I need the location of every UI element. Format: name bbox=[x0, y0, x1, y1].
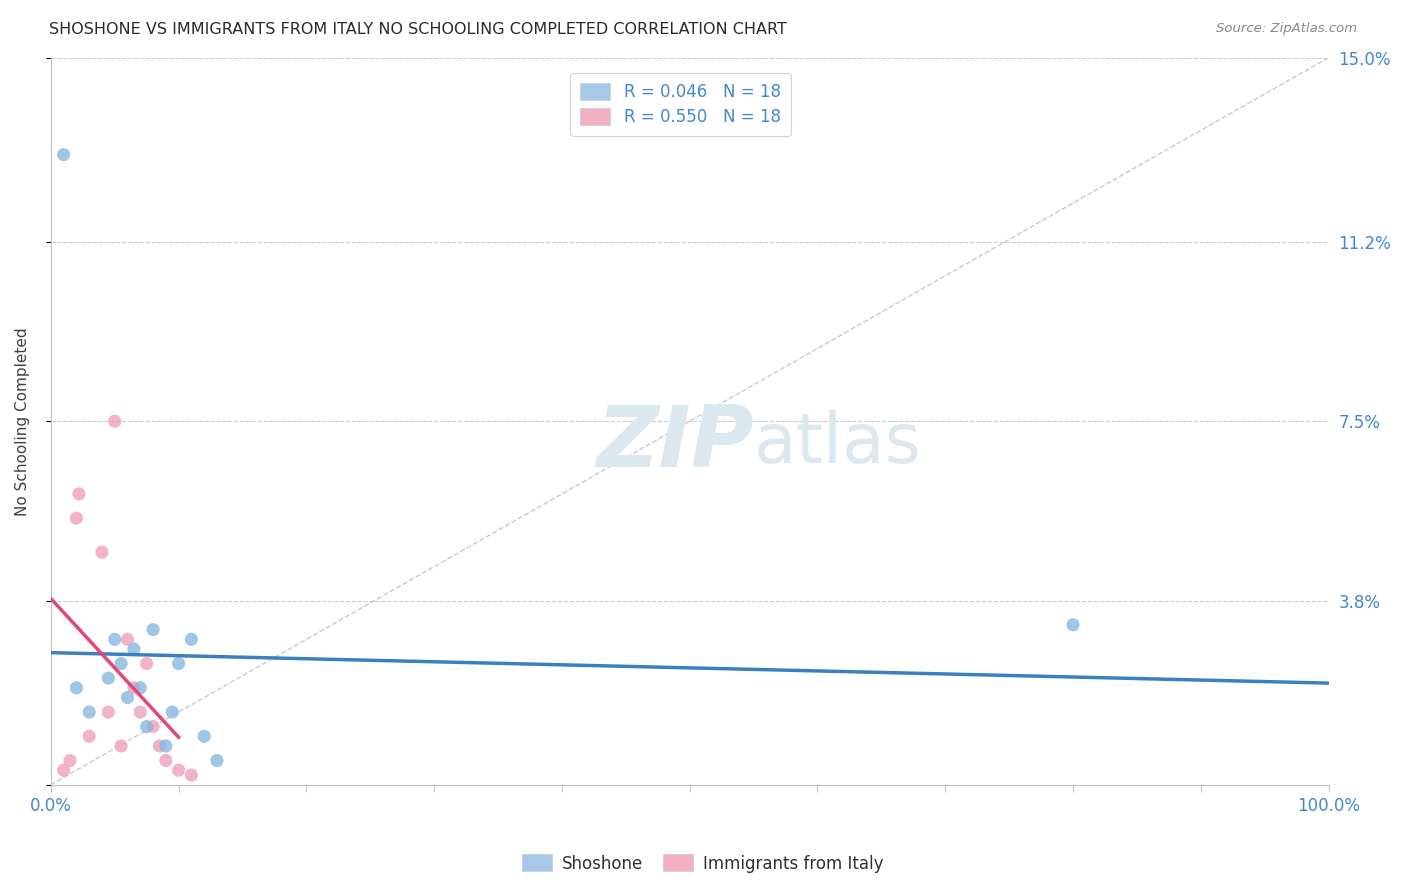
Text: atlas: atlas bbox=[754, 409, 921, 476]
Point bbox=[52, 763, 75, 777]
Point bbox=[193, 729, 215, 743]
Point bbox=[142, 720, 165, 734]
Point bbox=[110, 739, 132, 753]
Point bbox=[67, 487, 90, 501]
Text: Source: ZipAtlas.com: Source: ZipAtlas.com bbox=[1216, 22, 1357, 36]
Point bbox=[122, 681, 145, 695]
Point bbox=[1062, 617, 1084, 632]
Point bbox=[135, 657, 157, 671]
Point bbox=[142, 623, 165, 637]
Point bbox=[129, 705, 152, 719]
Legend: Shoshone, Immigrants from Italy: Shoshone, Immigrants from Italy bbox=[516, 847, 890, 880]
Point bbox=[117, 690, 139, 705]
Legend: R = 0.046   N = 18, R = 0.550   N = 18: R = 0.046 N = 18, R = 0.550 N = 18 bbox=[571, 73, 790, 136]
Point bbox=[129, 681, 152, 695]
Text: SHOSHONE VS IMMIGRANTS FROM ITALY NO SCHOOLING COMPLETED CORRELATION CHART: SHOSHONE VS IMMIGRANTS FROM ITALY NO SCH… bbox=[49, 22, 787, 37]
Point bbox=[155, 754, 177, 768]
Point bbox=[180, 632, 202, 647]
Point bbox=[59, 754, 82, 768]
Point bbox=[167, 657, 190, 671]
Point bbox=[180, 768, 202, 782]
Point bbox=[97, 705, 120, 719]
Point bbox=[155, 739, 177, 753]
Point bbox=[65, 681, 87, 695]
Point bbox=[122, 642, 145, 657]
Point bbox=[167, 763, 190, 777]
Y-axis label: No Schooling Completed: No Schooling Completed bbox=[15, 326, 30, 516]
Point bbox=[160, 705, 183, 719]
Point bbox=[135, 720, 157, 734]
Point bbox=[117, 632, 139, 647]
Point bbox=[77, 705, 100, 719]
Point bbox=[148, 739, 170, 753]
Point bbox=[52, 147, 75, 161]
Point bbox=[65, 511, 87, 525]
Point bbox=[104, 632, 127, 647]
Point bbox=[97, 671, 120, 685]
Text: ZIP: ZIP bbox=[596, 401, 754, 484]
Point bbox=[110, 657, 132, 671]
Point bbox=[205, 754, 228, 768]
Point bbox=[91, 545, 114, 559]
Point bbox=[104, 414, 127, 428]
Point bbox=[77, 729, 100, 743]
